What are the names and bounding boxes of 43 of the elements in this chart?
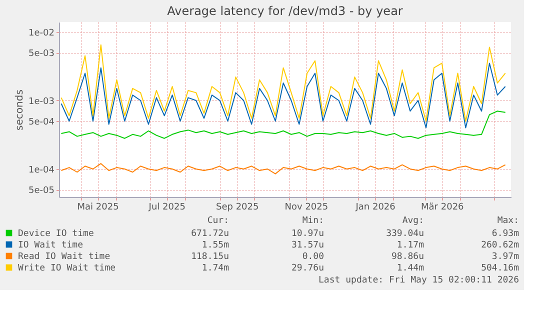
line-series [60,44,506,122]
text: Cur: [207,216,229,226]
y-tick-label: 5e-05 [28,186,54,196]
line-series [60,110,506,139]
text: 118.15u [191,252,229,262]
text: 1.17m [396,240,424,250]
text: Last update: Fri May 15 02:00:11 2026 [318,276,519,286]
text: 31.57u [291,240,324,250]
line-series [60,62,506,128]
text: 0.00 [302,252,324,262]
text: 1.44m [396,264,424,274]
text: 339.04u [386,229,424,239]
chart-title: Average latency for /dev/md3 - by year [167,4,403,18]
text: 1.55m [202,240,229,250]
x-tick-label: Mai 2025 [77,202,119,212]
text: 10.97u [291,229,324,239]
legend-label: Device IO time [18,229,94,239]
x-tick-label: Jul 2025 [148,202,186,212]
legend-label: Write IO Wait time [18,264,116,274]
legend-label: Read IO Wait time [18,252,110,262]
text: Min: [302,216,324,226]
text: 3.97m [492,252,519,262]
y-axis-title: seconds [14,90,26,130]
text: 260.62m [481,240,519,250]
text: 6.93m [492,229,519,239]
x-tick-label: Jan 2026 [354,202,396,212]
x-tick-label: Nov 2025 [284,202,328,212]
line-series [60,163,506,174]
y-tick-label: 1e-04 [28,165,55,176]
text: 98.86u [391,252,424,262]
text: 1.74m [202,264,229,274]
text: 671.72u [191,229,229,239]
text: 504.16m [481,264,519,274]
text: Max: [497,216,519,226]
legend-label: IO Wait time [18,240,84,250]
y-tick-label: 5e-03 [28,49,54,60]
x-tick-label: Sep 2025 [216,202,259,212]
y-tick-label: 1e-03 [28,97,54,107]
text: 29.76u [291,264,324,274]
text: Avg: [402,216,424,226]
x-tick-label: Mär 2026 [421,202,464,212]
y-tick-label: 1e-02 [28,28,54,39]
y-tick-label: 5e-04 [28,118,55,128]
